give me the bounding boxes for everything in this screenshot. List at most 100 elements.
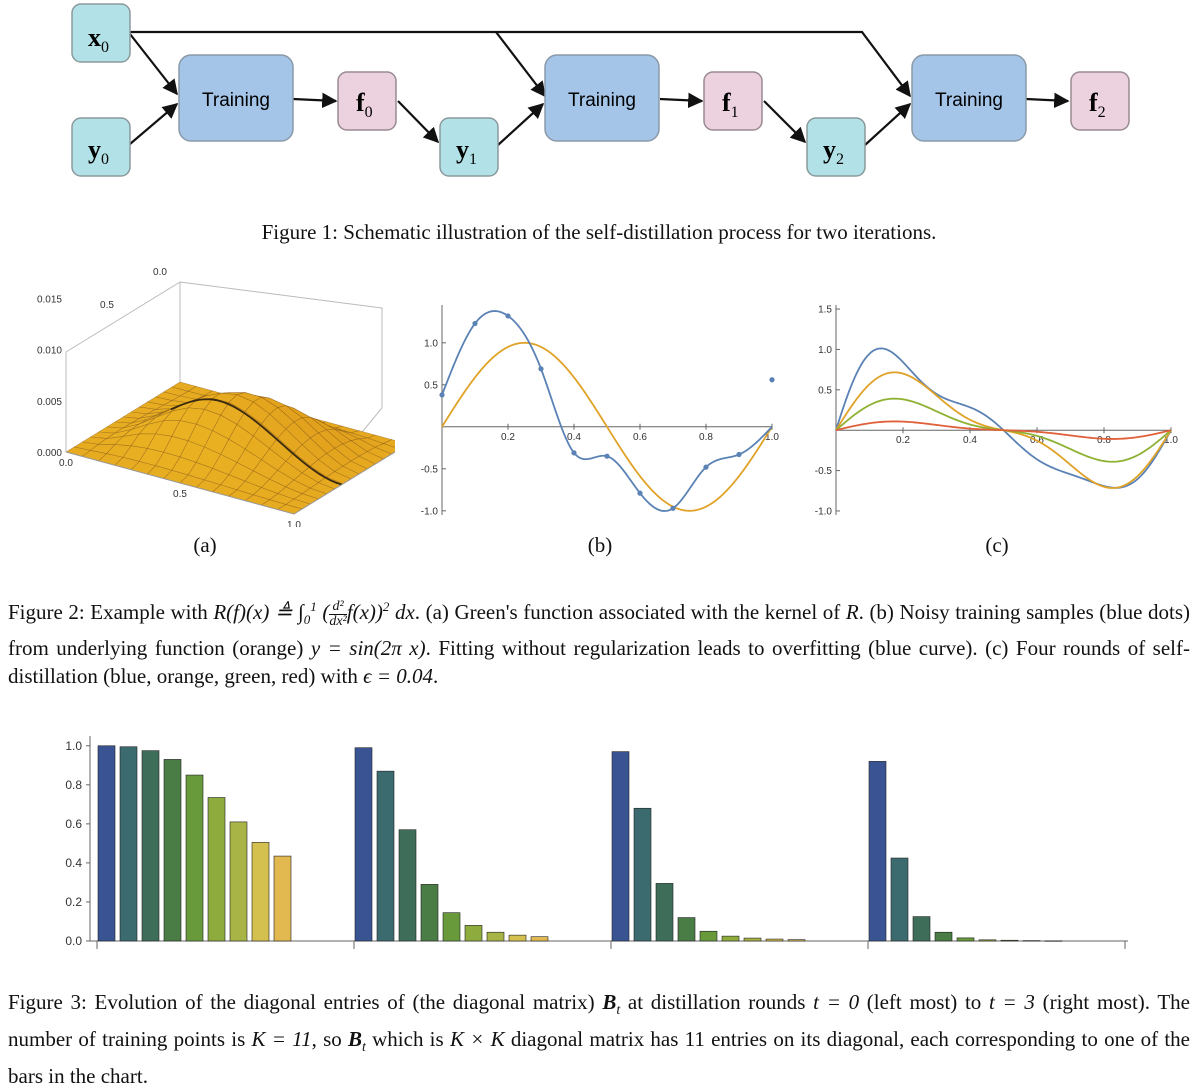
bar — [530, 936, 549, 942]
y-tick-label: 1.0 — [424, 338, 438, 349]
x0-top-line — [130, 30, 911, 98]
bar — [376, 770, 395, 942]
svg-text:f0: f0 — [356, 88, 373, 121]
bar — [420, 884, 439, 942]
surface-patches — [65, 381, 395, 515]
y-tick-label: 0.5 — [424, 380, 438, 391]
node-f2: f2 — [1070, 71, 1130, 131]
bar — [677, 917, 696, 942]
distill-round-3-curve — [835, 420, 1172, 440]
svg-text:y1: y1 — [456, 135, 477, 168]
figure2c-plot: 0.2 0.4 0.6 0.8 1.01.51.00.5-0.5-1.0 — [815, 305, 1179, 518]
node-y0: y0 — [71, 117, 131, 177]
bar — [655, 883, 674, 942]
node-f1: f1 — [703, 71, 763, 131]
figure2a-label: (a) — [193, 533, 217, 557]
x-tick-label: 0.2 — [896, 435, 910, 446]
y-tick-label: 1.0 — [818, 345, 832, 356]
surface-z-tick: 0.000 — [37, 448, 62, 459]
bar — [163, 759, 182, 942]
x0-to-training1 — [129, 33, 178, 96]
sample-point — [472, 320, 478, 327]
x-tick-label: 1.0 — [1164, 435, 1178, 446]
bar — [185, 774, 204, 942]
node-y2: y2 — [806, 117, 866, 177]
f1-to-y2 — [763, 100, 807, 144]
training-box-3: Training — [911, 54, 1027, 142]
training-box-2: Training — [544, 54, 660, 142]
surface-ridge-line — [170, 398, 343, 486]
sample-point — [505, 313, 511, 319]
x-tick-label: 0.8 — [1097, 435, 1111, 446]
bar — [934, 931, 953, 942]
x-tick-label: 0.2 — [501, 432, 515, 443]
y1-to-training2 — [497, 102, 545, 146]
figure3-caption: Figure 3: Evolution of the diagonal entr… — [8, 990, 1191, 1089]
bar — [398, 829, 417, 942]
x-tick-label: 0.4 — [567, 432, 581, 443]
surface-x-tick: 0.0 — [59, 458, 73, 469]
y2-to-training3 — [864, 102, 912, 146]
svg-text:f2: f2 — [1089, 88, 1106, 121]
svg-text:y0: y0 — [88, 135, 109, 168]
bar — [229, 821, 248, 942]
figure2b-label: (b) — [587, 533, 613, 557]
bar-y-tick-label: 0.6 — [65, 817, 82, 831]
figure1-caption: Figure 1: Schematic illustration of the … — [261, 220, 937, 244]
training-box-1: Training — [178, 54, 294, 142]
regularizer-formula: R(f)(x) ≜ ∫01 (d² dx² f(x))2 dx — [213, 598, 415, 629]
sample-point — [571, 450, 577, 456]
bar — [765, 938, 784, 942]
sin-curve — [441, 341, 773, 512]
svg-text:x0: x0 — [88, 23, 109, 56]
surface-y-tick: 0.0 — [153, 267, 167, 278]
x-tick-label: 1.0 — [765, 432, 779, 443]
f0-to-y1 — [397, 100, 440, 144]
figure2-caption: Figure 2: Example with R(f)(x) ≜ ∫01 (d²… — [8, 598, 1190, 689]
x-tick-label: 0.4 — [963, 435, 977, 446]
sample-point — [769, 377, 775, 383]
node-x0: x0 — [71, 3, 131, 63]
bar-y-tick-label: 0.8 — [65, 778, 82, 792]
bar — [207, 797, 226, 942]
y-tick-label: -1.0 — [815, 506, 833, 517]
training1-to-f0 — [292, 92, 338, 109]
bar — [743, 937, 762, 942]
bar-y-tick-label: 0.0 — [65, 934, 82, 948]
bar — [119, 746, 138, 942]
surface-front-edge — [65, 451, 395, 515]
bar — [611, 751, 630, 942]
figure1-arrows — [129, 30, 1070, 146]
bar — [508, 934, 527, 942]
bar — [721, 935, 740, 942]
surface-x-tick: 1.0 — [287, 520, 301, 527]
svg-text:Training: Training — [202, 90, 270, 111]
y-tick-label: -0.5 — [421, 464, 439, 475]
bar — [890, 857, 909, 942]
surface-z-tick: 0.010 — [37, 346, 62, 357]
figure2b-plot: 0.2 0.4 0.6 0.8 1.0 1.0 0.5 -0.5 -1.0 — [421, 305, 779, 517]
sample-point — [604, 453, 610, 459]
bar — [1000, 939, 1019, 942]
sample-point — [736, 451, 742, 458]
surface-x-tick: 0.5 — [173, 489, 187, 500]
sample-point — [637, 490, 643, 496]
training2-to-f1 — [659, 92, 704, 109]
bar — [868, 761, 887, 942]
bar — [787, 939, 806, 942]
training3-to-f2 — [1025, 92, 1070, 109]
bar — [956, 937, 975, 942]
bar-y-tick-label: 0.2 — [65, 895, 82, 909]
x-tick-label: 0.8 — [699, 432, 713, 443]
bar — [699, 930, 718, 942]
svg-text:Training: Training — [568, 90, 636, 111]
bar — [97, 745, 116, 942]
svg-text:Training: Training — [935, 90, 1003, 111]
bar — [486, 931, 505, 942]
bar — [633, 807, 652, 942]
surface-grid-lines — [65, 398, 395, 515]
bar — [273, 855, 292, 942]
y-tick-label: -1.0 — [421, 506, 439, 517]
